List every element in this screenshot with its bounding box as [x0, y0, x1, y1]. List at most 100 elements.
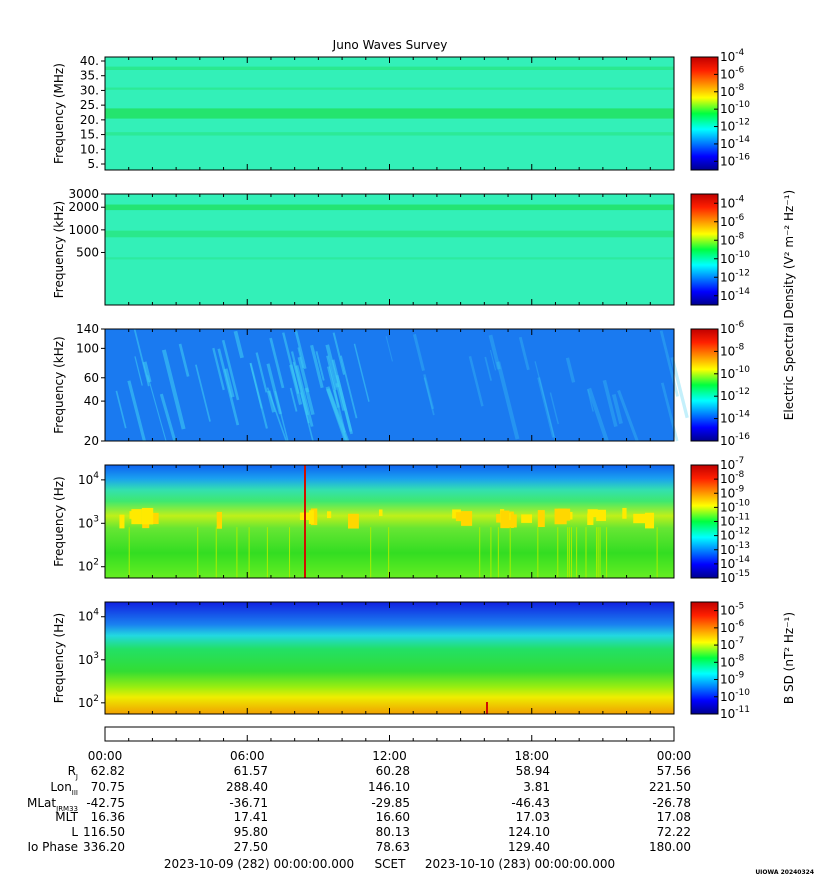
spectrogram-background — [105, 465, 674, 578]
ephemeris-value: 70.75 — [91, 780, 125, 794]
y-tick-label: 20. — [80, 113, 99, 127]
ephemeris-value: 288.40 — [226, 780, 268, 794]
ephemeris-value: 58.94 — [516, 764, 550, 778]
spectrogram-panels: 40.35.30.25.20.15.10.5. Frequency (MHz) 10… — [52, 48, 796, 721]
colorbar-tick-label: 10-6 — [720, 619, 745, 635]
ephemeris-row-label: L — [71, 825, 78, 839]
emission-streak — [565, 357, 576, 383]
y-tick-label: 3000 — [68, 187, 99, 201]
y-tick-label: 25. — [80, 98, 99, 112]
colorbar — [690, 193, 719, 306]
colorbar-tick-exponent: -10 — [735, 250, 750, 260]
colorbar-tick-exponent: -11 — [735, 513, 750, 523]
colorbar-tick-exponent: -6 — [735, 213, 744, 223]
colorbar-tick-label: 10-12 — [720, 268, 750, 284]
y-tick-exponent: 2 — [93, 558, 99, 568]
ephemeris-value: 27.50 — [234, 840, 268, 854]
y-tick-exponent: 4 — [93, 471, 99, 481]
emission-streak — [335, 382, 345, 411]
ephemeris-value: 16.36 — [91, 810, 125, 824]
ephemeris-row-label: RJ — [68, 764, 78, 781]
emission-streak — [586, 389, 594, 412]
colorbar-tick-label: 10-15 — [720, 569, 750, 585]
colorbar-tick-label: 10-6 — [720, 320, 745, 336]
colorbar-tick-exponent: -10 — [735, 365, 750, 375]
row-label-subscript: JRM33 — [55, 805, 78, 813]
spectral-band — [105, 204, 674, 211]
y-tick-label: 10. — [80, 142, 99, 156]
emission-streak — [423, 377, 435, 416]
colorbar-tick-exponent: -9 — [735, 484, 744, 494]
colorbar — [690, 601, 719, 715]
colorbar-tick-exponent: -13 — [735, 541, 750, 551]
y-tick-label: 102 — [78, 558, 99, 574]
ephemeris-value: 336.20 — [83, 840, 125, 854]
emission-streak — [534, 361, 556, 442]
emission-blob — [496, 514, 501, 523]
emission-blob — [587, 513, 594, 525]
ephemeris-value: 62.82 — [91, 764, 125, 778]
colorbar-tick-label: 10-7 — [720, 636, 744, 652]
time-axis: 00:00 06:00 12:00 18:00 00:00 — [88, 735, 691, 763]
colorbar-tick-exponent: -4 — [735, 48, 744, 58]
emission-streak — [266, 387, 288, 442]
emission-blob — [557, 508, 571, 521]
y-tick-label: 103 — [78, 514, 99, 530]
emission-blob — [537, 510, 545, 527]
emission-streak — [484, 356, 492, 381]
colorbar-tick-exponent: -6 — [735, 619, 744, 629]
ephemeris-value: 57.56 — [657, 764, 691, 778]
emission-streak — [310, 344, 324, 389]
colorbar-tick-exponent: -12 — [735, 387, 750, 397]
ephemeris-value: 17.03 — [516, 810, 550, 824]
colorbar-tick-label: 10-12 — [720, 387, 750, 403]
time-tick-label: 12:00 — [372, 749, 407, 763]
figure-title: Juno Waves Survey — [332, 38, 448, 52]
spectral-band — [105, 230, 674, 238]
y-tick-label: 100 — [76, 341, 99, 355]
emission-streak — [266, 363, 283, 415]
emission-streak — [340, 355, 358, 419]
emission-streak — [295, 365, 314, 427]
y-tick-label: 40 — [84, 394, 99, 408]
colorbar-tick-label: 10-10 — [720, 100, 750, 116]
spectrogram-background — [105, 329, 674, 441]
ephemeris-value: 129.40 — [508, 840, 550, 854]
colorbar-tick-label: 10-14 — [720, 287, 750, 303]
footer-start-time: 2023-10-09 (282) 00:00:00.000 — [164, 857, 354, 871]
emission-streak — [326, 355, 337, 391]
emission-streak — [537, 377, 556, 438]
colorbar-tick-exponent: -14 — [735, 287, 750, 297]
y-tick-label: 1000 — [68, 223, 99, 237]
y-tick-label: 40. — [80, 54, 99, 68]
footer-scet-label: SCET — [375, 857, 407, 871]
colorbar — [690, 464, 719, 579]
spectrogram-background — [105, 602, 674, 714]
emission-streak — [659, 330, 679, 397]
emission-streak — [315, 351, 325, 381]
ephemeris-value: 17.41 — [234, 810, 268, 824]
emission-streak — [489, 350, 496, 371]
emission-streak — [147, 375, 167, 442]
spectral-band — [105, 132, 674, 136]
colorbar-tick-exponent: -8 — [735, 342, 744, 352]
emission-streak — [660, 382, 679, 442]
emission-streak — [325, 386, 350, 442]
colorbar-tick-exponent: -5 — [735, 602, 744, 612]
emission-streak — [289, 387, 298, 412]
emission-streak — [233, 330, 244, 359]
y-tick-exponent: 3 — [93, 651, 99, 661]
emission-blob — [119, 514, 125, 529]
panel-1: 40.35.30.25.20.15.10.5. Frequency (MHz) 10… — [52, 48, 750, 171]
colorbar-tick-exponent: -12 — [735, 268, 750, 278]
emission-streak — [223, 368, 235, 398]
colorbar — [690, 56, 719, 171]
y-tick-exponent: 2 — [93, 694, 99, 704]
row-label-text: R — [68, 764, 76, 778]
ephemeris-value: 146.10 — [368, 780, 410, 794]
colorbar-tick-exponent: -14 — [735, 555, 750, 565]
